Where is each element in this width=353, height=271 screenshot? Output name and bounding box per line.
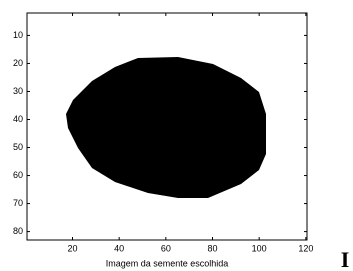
x-tick-label: 40 [114,243,124,253]
y-tick-label: 40 [13,114,23,124]
y-tick-label: 20 [13,58,23,68]
y-tick-label: 70 [13,198,23,208]
page: Imagem da semente escolhida I 20 40 60 80 10… [0,0,353,271]
y-tick-label: 80 [13,226,23,236]
x-tick-label: 80 [207,243,217,253]
y-tick-label: 10 [13,30,23,40]
chart: Imagem da semente escolhida I 20 40 60 80 10… [0,0,353,271]
x-axis-label: Imagem da semente escolhida [106,258,229,268]
x-tick-label: 120 [298,243,313,253]
y-tick-label: 50 [13,142,23,152]
x-tick-label: 60 [161,243,171,253]
x-tick-label: 100 [252,243,267,253]
x-tick-label: 20 [67,243,77,253]
y-tick-label: 30 [13,86,23,96]
y-tick-label: 60 [13,170,23,180]
annotation: I [341,247,350,271]
